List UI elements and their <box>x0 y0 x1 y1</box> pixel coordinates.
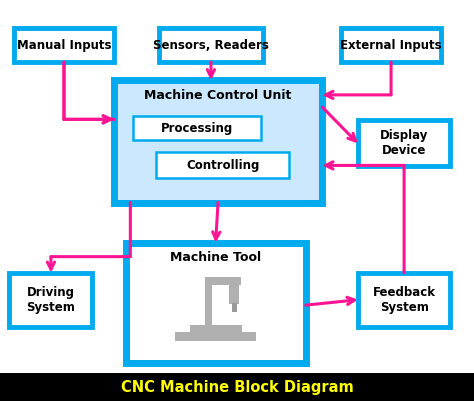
FancyBboxPatch shape <box>205 283 212 325</box>
Text: CNC Machine Block Diagram: CNC Machine Block Diagram <box>120 380 354 395</box>
Text: Sensors, Readers: Sensors, Readers <box>153 38 269 52</box>
Text: Driving
System: Driving System <box>27 286 75 314</box>
FancyBboxPatch shape <box>358 120 450 166</box>
FancyBboxPatch shape <box>175 332 256 341</box>
FancyBboxPatch shape <box>156 152 289 178</box>
Text: Machine Control Unit: Machine Control Unit <box>145 89 292 102</box>
Text: Display
Device: Display Device <box>380 130 428 157</box>
Text: External Inputs: External Inputs <box>340 38 442 52</box>
FancyBboxPatch shape <box>14 28 114 62</box>
FancyBboxPatch shape <box>133 116 261 140</box>
FancyBboxPatch shape <box>126 243 306 363</box>
FancyBboxPatch shape <box>9 273 92 327</box>
Text: Manual Inputs: Manual Inputs <box>17 38 111 52</box>
FancyBboxPatch shape <box>205 277 241 285</box>
FancyBboxPatch shape <box>159 28 263 62</box>
FancyBboxPatch shape <box>229 283 239 304</box>
Text: Controlling: Controlling <box>186 159 259 172</box>
FancyBboxPatch shape <box>358 273 450 327</box>
Text: Machine Tool: Machine Tool <box>170 251 261 264</box>
FancyBboxPatch shape <box>232 303 237 312</box>
Text: Feedback
System: Feedback System <box>373 286 436 314</box>
FancyBboxPatch shape <box>114 80 322 203</box>
FancyBboxPatch shape <box>341 28 441 62</box>
Text: Processing: Processing <box>161 122 233 135</box>
FancyBboxPatch shape <box>0 373 474 401</box>
FancyBboxPatch shape <box>190 325 242 332</box>
